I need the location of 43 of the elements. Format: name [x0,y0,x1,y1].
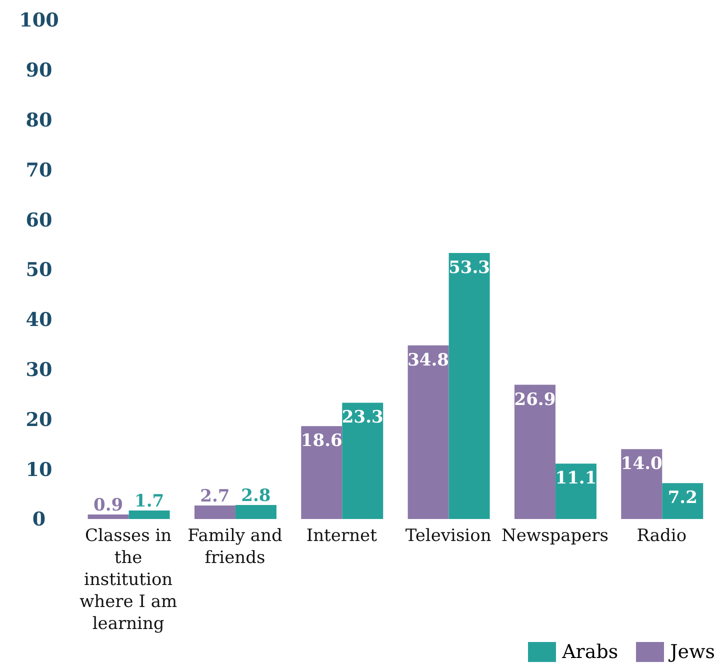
bar [621,449,662,519]
legend-label: Arabs [562,641,618,663]
data-label: 11.1 [555,468,597,489]
data-label: 14.0 [620,454,663,474]
data-label: 53.3 [448,258,490,278]
bar [555,464,596,519]
bar [448,253,490,519]
y-tick-label: 30 [26,359,52,382]
y-tick-label: 10 [26,458,52,481]
bar [128,510,170,519]
legend-label: Jews [670,641,715,663]
x-tick-label: Classes in the institution where I am learning [80,526,178,634]
y-tick-label: 70 [26,159,52,182]
data-label: 1.7 [134,492,164,512]
y-tick-label: 60 [26,209,52,232]
data-label: 34.8 [408,350,450,370]
x-tick-label: Television [405,526,492,546]
bar [342,402,384,519]
x-tick-label: Internet [306,526,378,546]
bar [301,426,342,519]
bar [514,384,556,519]
y-tick-label: 50 [26,259,52,282]
y-tick-label: 20 [26,408,52,431]
y-tick-label: 80 [26,110,52,132]
data-label: 2.7 [200,486,230,507]
y-tick-label: 0 [32,508,46,531]
bar [408,345,449,519]
data-label: 26.9 [514,390,556,410]
bar [235,505,276,519]
bar [88,514,129,519]
bar [194,506,236,519]
y-tick-label: 40 [26,309,52,332]
data-label: 0.9 [94,496,124,516]
x-tick-label: Radio [636,526,687,546]
data-label: 2.8 [241,486,271,506]
bar [662,483,704,519]
y-tick-label: 90 [26,60,52,82]
x-tick-label: Newspapers [501,526,609,546]
y-tick-label: 100 [19,10,59,32]
x-tick-label: Family and friends [188,526,282,568]
data-label: 18.6 [300,431,342,452]
data-label: 7.2 [668,488,698,508]
data-label: 23.3 [342,408,384,428]
